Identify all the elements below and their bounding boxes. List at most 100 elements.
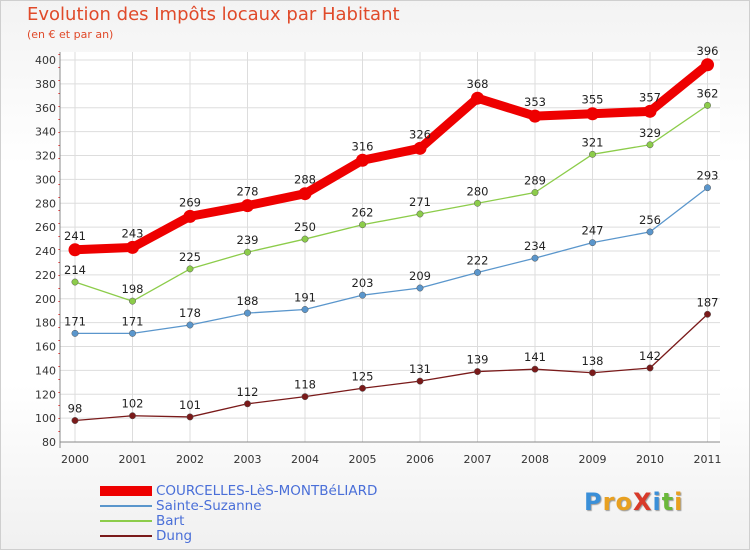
- data-label-sainte-suzanne-2001: 171: [122, 314, 144, 328]
- point-courcelles-2008: [528, 109, 542, 123]
- point-sainte-suzanne-2007: [474, 269, 481, 276]
- data-label-bart-2007: 280: [467, 184, 489, 198]
- y-tick-label-120: 120: [35, 388, 56, 401]
- data-label-dung-2005: 125: [352, 369, 374, 383]
- point-sainte-suzanne-2010: [646, 228, 654, 236]
- point-dung-2003: [244, 400, 251, 408]
- chart-title: Evolution des Impôts locaux par Habitant: [27, 4, 400, 25]
- x-tick-label-2009: 2009: [579, 453, 607, 466]
- y-tick-label-80: 80: [42, 436, 56, 449]
- data-label-dung-2009: 138: [582, 354, 604, 368]
- data-label-sainte-suzanne-2007: 222: [467, 253, 489, 267]
- point-courcelles-2003: [241, 199, 254, 213]
- point-dung-2005: [359, 384, 366, 392]
- point-bart-2004: [301, 235, 309, 243]
- y-tick-label-300: 300: [35, 173, 56, 186]
- data-label-dung-2011: 187: [697, 295, 719, 309]
- y-tick-label-360: 360: [35, 102, 56, 115]
- data-label-bart-2004: 250: [294, 220, 316, 234]
- data-label-bart-2005: 262: [352, 206, 374, 220]
- legend-label-dung: Dung: [156, 528, 193, 544]
- y-tick-label-340: 340: [35, 126, 56, 139]
- data-label-dung-2008: 141: [524, 350, 546, 364]
- data-label-bart-2001: 198: [122, 282, 144, 296]
- data-label-sainte-suzanne-2008: 234: [524, 239, 546, 253]
- data-label-sainte-suzanne-2011: 293: [697, 169, 719, 183]
- data-label-sainte-suzanne-2010: 256: [639, 213, 661, 227]
- legend-swatch-courcelles: [100, 486, 152, 496]
- point-courcelles-2011: [701, 58, 714, 72]
- series-line-dung: [74, 313, 709, 422]
- y-tick-label-220: 220: [35, 269, 56, 282]
- point-sainte-suzanne-2006: [416, 284, 424, 292]
- x-tick-label-2008: 2008: [521, 453, 549, 466]
- data-label-courcelles-2010: 357: [639, 90, 661, 104]
- point-bart-2002: [186, 265, 194, 273]
- point-dung-2009: [589, 369, 596, 377]
- x-tick-label-2004: 2004: [291, 453, 319, 466]
- data-label-courcelles-2009: 355: [582, 93, 604, 107]
- data-label-courcelles-2006: 326: [409, 127, 431, 141]
- data-label-dung-2010: 142: [639, 349, 661, 363]
- point-bart-2008: [531, 189, 539, 196]
- data-label-courcelles-2000: 241: [64, 229, 86, 243]
- data-label-dung-2004: 118: [294, 378, 316, 392]
- point-bart-2003: [244, 248, 251, 256]
- point-courcelles-2009: [586, 107, 599, 121]
- legend-label-courcelles: COURCELLES-LèS-MONTBéLIARD: [156, 483, 378, 499]
- data-label-courcelles-2007: 368: [467, 77, 489, 91]
- point-courcelles-2005: [356, 153, 369, 167]
- point-courcelles-2001: [126, 240, 139, 254]
- point-sainte-suzanne-2000: [71, 329, 79, 337]
- x-tick-label-2002: 2002: [176, 453, 204, 466]
- y-tick-label-320: 320: [35, 150, 56, 163]
- logo-letter-4: i: [652, 488, 662, 516]
- data-label-bart-2009: 321: [582, 135, 604, 149]
- series-line-bart: [74, 104, 709, 302]
- data-label-sainte-suzanne-2004: 191: [294, 290, 316, 304]
- data-label-sainte-suzanne-2002: 178: [179, 306, 201, 320]
- y-tick-label-380: 380: [35, 78, 56, 91]
- data-label-sainte-suzanne-2009: 247: [582, 224, 604, 238]
- point-bart-2011: [704, 101, 711, 109]
- point-courcelles-2007: [471, 91, 484, 105]
- point-bart-2006: [416, 210, 424, 218]
- x-tick-label-2011: 2011: [694, 453, 722, 466]
- point-bart-2009: [589, 150, 596, 158]
- legend-swatch-dung: [100, 535, 152, 537]
- y-tick-label-280: 280: [35, 197, 56, 210]
- data-label-bart-2006: 271: [409, 195, 431, 209]
- point-dung-2010: [646, 364, 654, 372]
- y-tick-label-200: 200: [35, 293, 56, 306]
- point-dung-2011: [704, 310, 711, 318]
- legend-label-bart: Bart: [156, 513, 185, 529]
- y-tick-label-140: 140: [35, 364, 56, 377]
- y-tick-label-160: 160: [35, 341, 56, 354]
- data-label-dung-2006: 131: [409, 362, 431, 376]
- data-label-dung-2001: 102: [122, 397, 144, 411]
- data-label-sainte-suzanne-2005: 203: [352, 276, 374, 290]
- x-tick-label-2000: 2000: [61, 453, 89, 466]
- point-courcelles-2010: [643, 104, 657, 118]
- point-bart-2000: [71, 278, 79, 286]
- y-tick-label-180: 180: [35, 317, 56, 330]
- data-label-dung-2007: 139: [467, 353, 489, 367]
- point-dung-2007: [474, 368, 481, 376]
- x-tick-label-2005: 2005: [349, 453, 377, 466]
- point-bart-2010: [646, 141, 654, 149]
- point-sainte-suzanne-2008: [531, 254, 539, 262]
- x-tick-label-2003: 2003: [234, 453, 262, 466]
- x-tick-label-2006: 2006: [406, 453, 434, 466]
- point-sainte-suzanne-2004: [301, 306, 309, 313]
- point-sainte-suzanne-2005: [359, 291, 366, 299]
- data-label-courcelles-2008: 353: [524, 95, 546, 109]
- y-tick-label-400: 400: [35, 54, 56, 67]
- point-dung-2008: [531, 365, 539, 373]
- data-label-courcelles-2002: 269: [179, 195, 201, 209]
- data-label-courcelles-2005: 316: [352, 139, 374, 153]
- y-tick-label-240: 240: [35, 245, 56, 258]
- series-line-sainte-suzanne: [74, 187, 709, 335]
- data-label-courcelles-2011: 396: [697, 44, 719, 58]
- point-bart-2001: [129, 297, 136, 305]
- proxiti-logo: ProXiti: [584, 488, 683, 516]
